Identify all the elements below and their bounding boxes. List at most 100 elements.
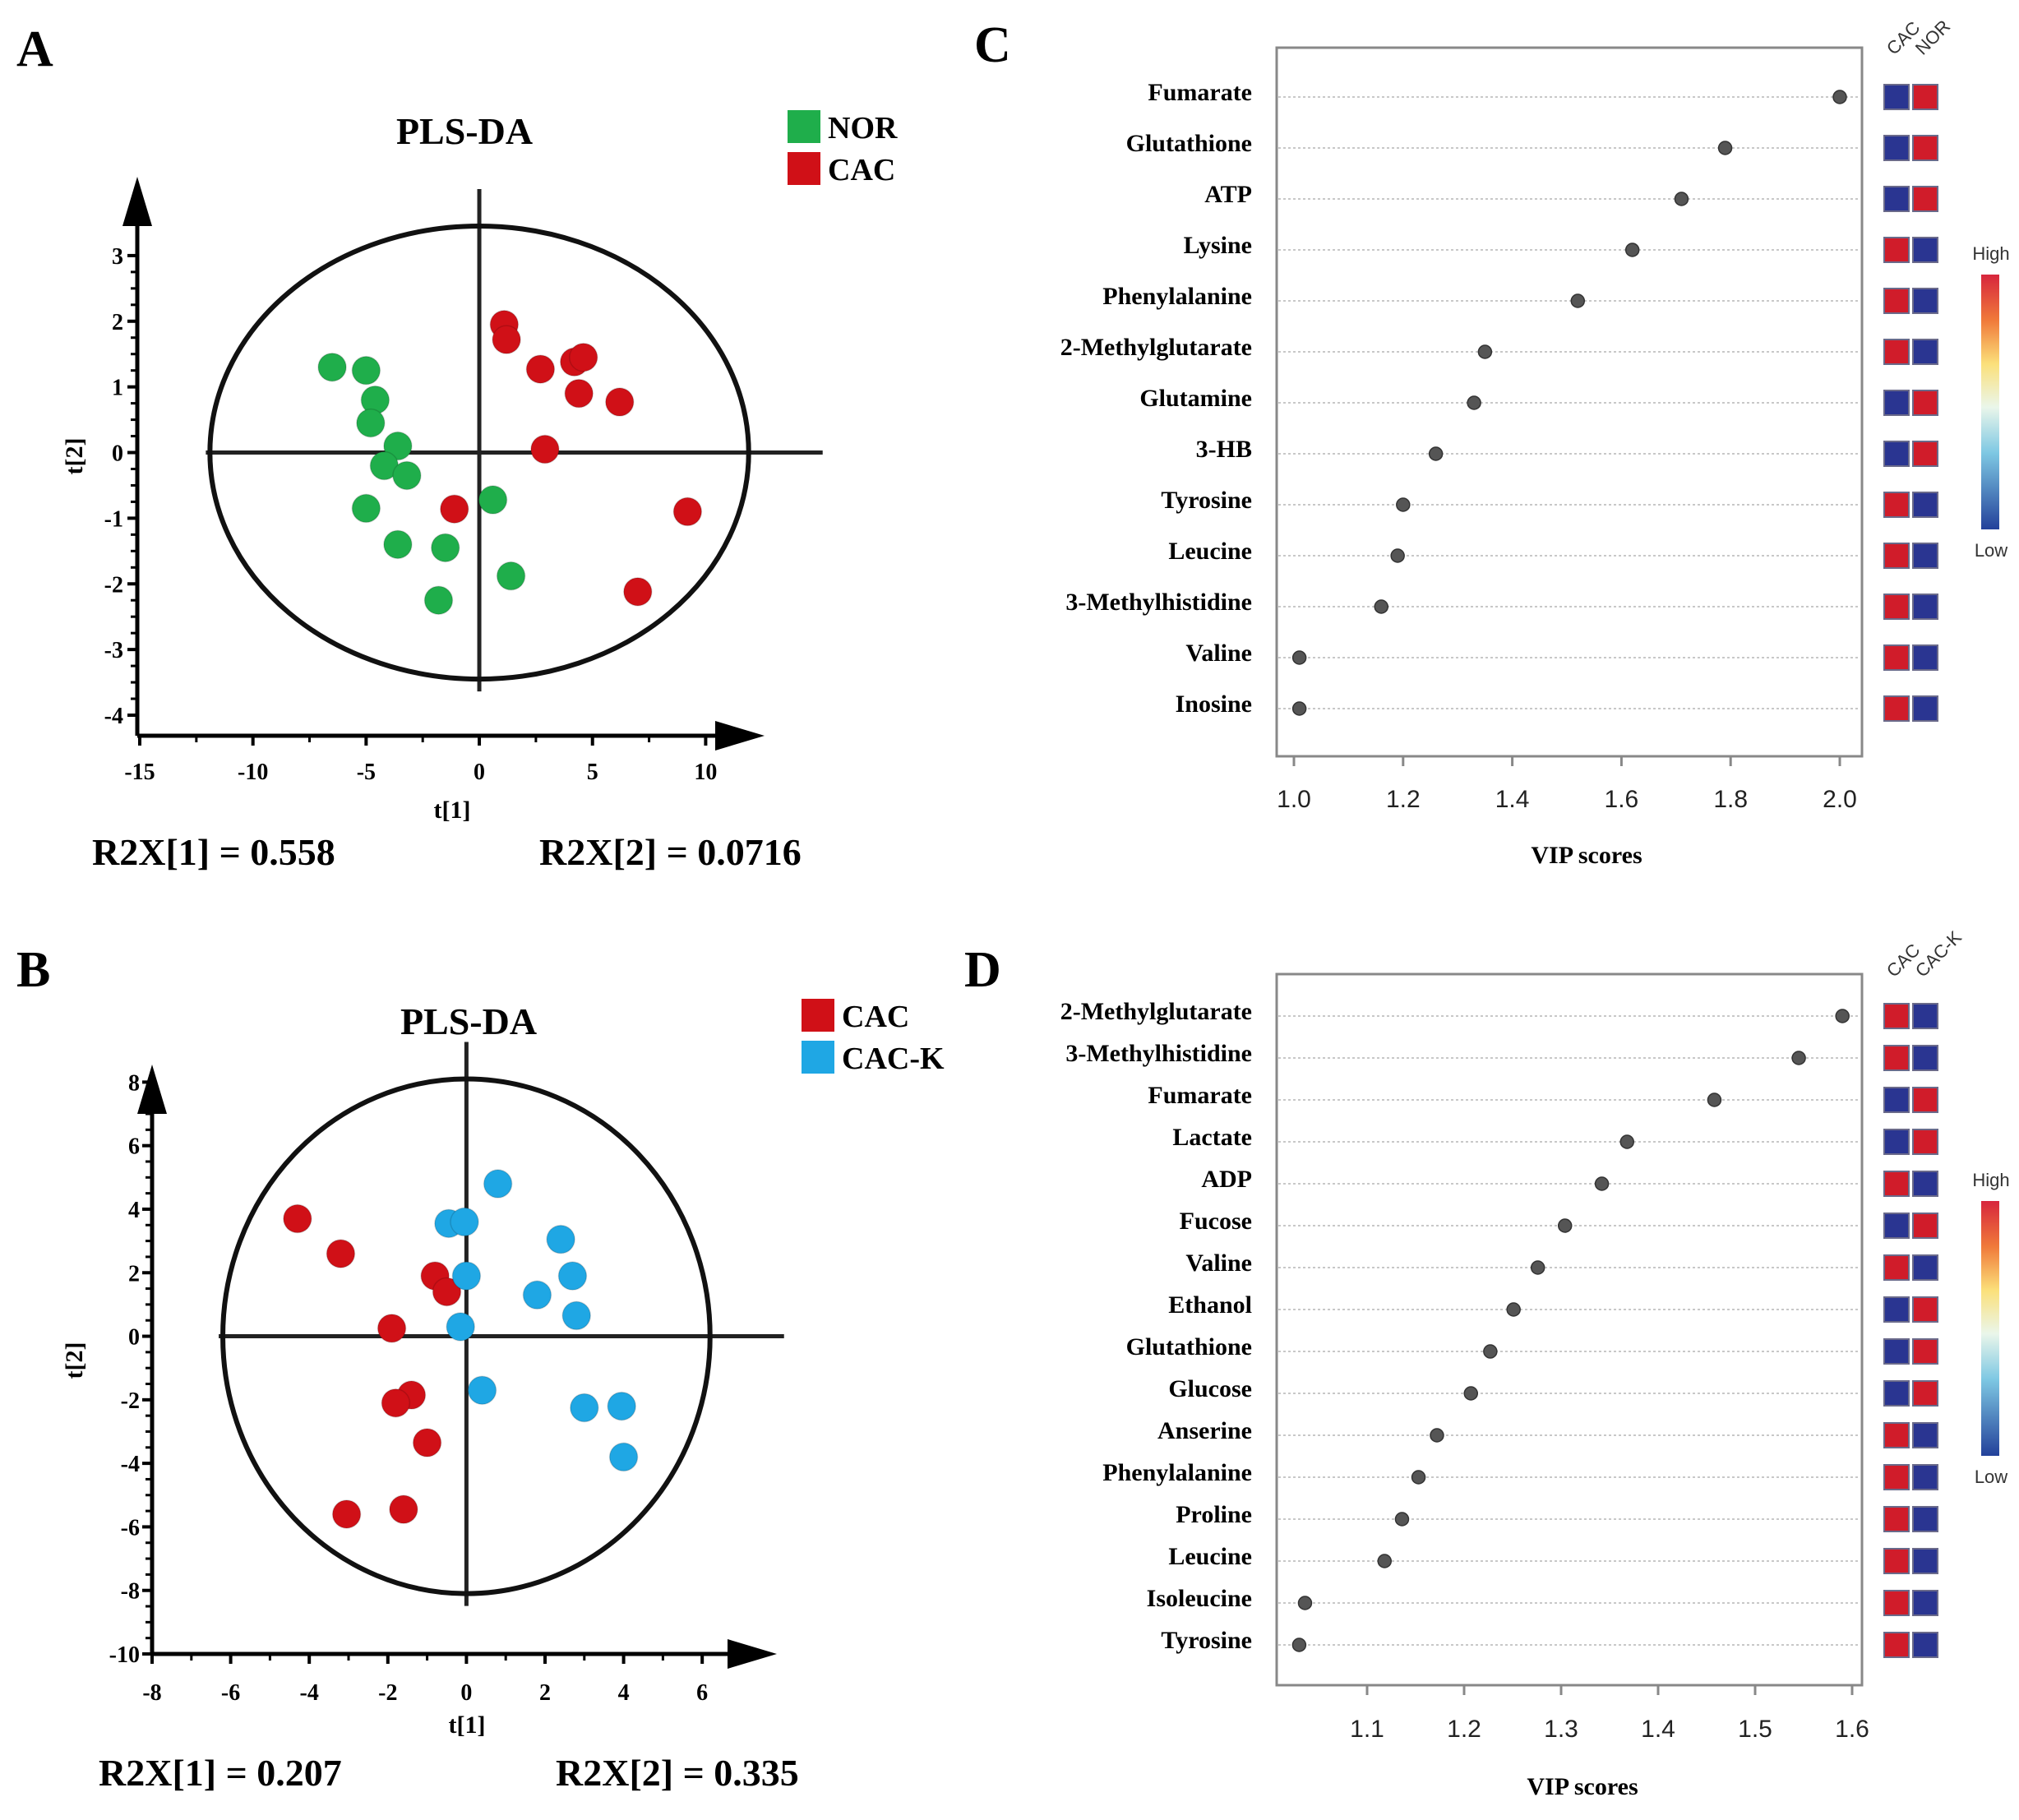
x-tick-label-b: 4: [618, 1680, 630, 1706]
point-cac-k: [450, 1207, 479, 1237]
x-tick-label-d: 1.6: [1835, 1716, 1869, 1743]
legend-b: CAC CAC-K: [802, 999, 945, 1076]
point-cac-k: [570, 1393, 599, 1423]
x-tick-label-d: 1.4: [1641, 1716, 1675, 1743]
plot-title-b: PLS-DA: [400, 1000, 537, 1042]
plot-frame-c: [1275, 46, 1864, 758]
x-tick-label-c: 1.6: [1605, 786, 1639, 813]
heatmap-cell-d: [1883, 1213, 1910, 1239]
heatmap-cell-d: [1883, 1296, 1910, 1323]
point-cac: [492, 325, 521, 354]
heatmap-cell-d: [1883, 1254, 1910, 1281]
point-nor: [478, 485, 508, 515]
point-cac-k: [561, 1300, 591, 1331]
point-cac-k: [557, 1261, 588, 1291]
x-axis-label-d: VIP scores: [1527, 1773, 1638, 1800]
heatmap-cell-d: [1912, 1422, 1938, 1448]
panel-letter-a: A: [16, 21, 53, 77]
metabolite-label-c: Glutathione: [1126, 130, 1252, 157]
point-cac: [672, 497, 703, 527]
x-tick-label-a: 10: [694, 760, 717, 785]
x-tick-label-b: -4: [300, 1680, 319, 1706]
heatmap-cell-c: [1883, 644, 1910, 671]
vip-point-d: [1530, 1260, 1545, 1275]
point-nor: [423, 585, 454, 615]
y-tick-label-b: 4: [128, 1198, 140, 1223]
point-cac: [283, 1203, 312, 1234]
metabolite-label-d: Isoleucine: [1147, 1585, 1252, 1612]
metabolite-label-c: Fumarate: [1148, 79, 1252, 106]
y-tick-label-a: -3: [104, 638, 123, 663]
heatmap-cell-d: [1883, 1548, 1910, 1574]
metabolite-label-c: 3-HB: [1196, 436, 1252, 463]
metabolite-label-d: Leucine: [1168, 1543, 1252, 1570]
heatmap-cell-c: [1912, 543, 1938, 569]
point-cac: [623, 577, 653, 607]
colorbar-high-label-c: High: [1972, 243, 2009, 264]
vip-point-d: [1707, 1092, 1722, 1107]
panel-letter-c: C: [974, 17, 1011, 73]
heatmap-cell-c: [1883, 441, 1910, 467]
heatmap-cell-c: [1912, 390, 1938, 416]
heatmap-cell-d: [1912, 1548, 1938, 1574]
metabolite-label-c: Phenylalanine: [1102, 283, 1252, 310]
y-tick-label-b: -4: [121, 1452, 140, 1477]
x-tick-label-c: 1.4: [1495, 786, 1530, 813]
r2x-1-a: R2X[1] = 0.558: [92, 831, 335, 873]
x-tick-label-c: 1.0: [1277, 786, 1311, 813]
y-tick-label-b: 0: [128, 1325, 140, 1351]
legend-label-cac: CAC: [828, 153, 895, 187]
x-axis-label-a: t[1]: [434, 797, 471, 824]
point-nor: [356, 408, 386, 438]
vip-point-d: [1430, 1428, 1444, 1443]
colorbar-low-label-c: Low: [1975, 540, 2007, 561]
vip-point-c: [1291, 650, 1307, 665]
metabolite-label-d: 3-Methylhistidine: [1065, 1040, 1252, 1067]
heatmap-cell-d: [1912, 1338, 1938, 1365]
y-axis-arrow-b: [137, 1065, 167, 1114]
heatmap-cell-d: [1912, 1171, 1938, 1197]
y-tick-label-a: 3: [112, 244, 123, 270]
x-tick-label-d: 1.5: [1738, 1716, 1772, 1743]
y-tick-label-b: -10: [109, 1642, 140, 1668]
heatmap-cell-c: [1883, 288, 1910, 314]
r2x-1-b: R2X[1] = 0.207: [99, 1752, 342, 1794]
heatmap-cell-d: [1883, 1590, 1910, 1616]
point-cac: [389, 1494, 418, 1524]
heatmap-cell-c: [1912, 339, 1938, 365]
panel-letter-b: B: [16, 942, 50, 998]
vip-point-c: [1396, 497, 1411, 512]
colorbar-low-label-d: Low: [1975, 1467, 2007, 1487]
vip-point-d: [1791, 1051, 1806, 1065]
metabolite-label-d: Glucose: [1168, 1375, 1252, 1402]
r2x-2-b: R2X[2] = 0.335: [556, 1752, 799, 1794]
metabolite-label-d: 2-Methylglutarate: [1060, 998, 1252, 1025]
heatmap-cell-d: [1883, 1338, 1910, 1365]
point-nor: [351, 355, 381, 386]
legend-label-nor: NOR: [828, 111, 898, 146]
heatmap-cell-d: [1912, 1590, 1938, 1616]
heatmap-cell-c: [1912, 135, 1938, 161]
heatmap-cell-c: [1883, 135, 1910, 161]
metabolite-label-c: Inosine: [1176, 691, 1252, 718]
vip-point-c: [1832, 90, 1847, 104]
y-tick-label-b: -2: [121, 1388, 140, 1414]
metabolite-label-d: Glutathione: [1126, 1333, 1252, 1360]
metabolite-label-d: Tyrosine: [1161, 1627, 1252, 1654]
point-cac-k: [467, 1375, 497, 1405]
vip-point-c: [1477, 344, 1493, 359]
point-cac: [381, 1388, 411, 1418]
vip-point-c: [1570, 293, 1586, 308]
heatmap-cell-d: [1883, 1129, 1910, 1155]
x-tick-label-b: -2: [378, 1680, 397, 1706]
x-tick-label-a: -10: [238, 760, 268, 785]
vip-point-c: [1717, 141, 1733, 155]
colorbar-high-label-d: High: [1972, 1170, 2009, 1190]
metabolite-label-d: Lactate: [1172, 1124, 1252, 1151]
vip-point-c: [1374, 599, 1388, 614]
metabolite-label-c: Tyrosine: [1161, 487, 1252, 514]
y-tick-label-a: 0: [112, 441, 123, 467]
legend-swatch-cac: [802, 999, 834, 1032]
vip-point-d: [1483, 1344, 1498, 1359]
